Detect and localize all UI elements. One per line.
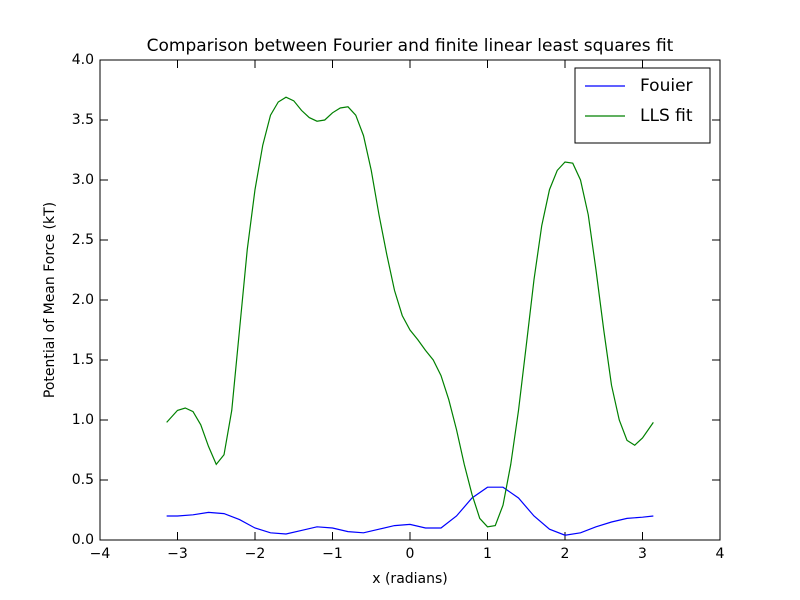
y-tick-label: 2.5 xyxy=(72,232,94,248)
x-tick-label: −4 xyxy=(90,546,111,562)
y-tick-label: 4.0 xyxy=(72,52,94,68)
y-tick-label: 0.5 xyxy=(72,472,94,488)
y-tick-label: 3.0 xyxy=(72,172,94,188)
legend-box xyxy=(574,67,711,144)
y-tick-label: 3.5 xyxy=(72,112,94,128)
series-line xyxy=(166,486,654,536)
x-tick-label: 0 xyxy=(406,546,415,562)
y-tick-label: 2.0 xyxy=(72,292,94,308)
x-tick-label: −1 xyxy=(322,546,343,562)
x-tick-label: 1 xyxy=(483,546,492,562)
y-tick-label: 1.0 xyxy=(72,412,94,428)
chart-title: Comparison between Fourier and finite li… xyxy=(147,36,674,56)
x-tick-label: −3 xyxy=(167,546,188,562)
x-tick-label: −2 xyxy=(245,546,266,562)
y-axis-label: Potential of Mean Force (kT) xyxy=(42,202,58,398)
y-tick-label: 1.5 xyxy=(72,352,94,368)
plot-frame xyxy=(99,59,721,541)
y-tick-label: 0.0 xyxy=(72,532,94,548)
legend-label: LLS fit xyxy=(640,106,693,126)
series-line xyxy=(166,96,654,528)
x-tick-label: 2 xyxy=(561,546,570,562)
legend-label: Fouier xyxy=(640,76,693,96)
x-tick-label: 4 xyxy=(716,546,725,562)
x-axis-label: x (radians) xyxy=(372,571,448,587)
x-tick-label: 3 xyxy=(638,546,647,562)
